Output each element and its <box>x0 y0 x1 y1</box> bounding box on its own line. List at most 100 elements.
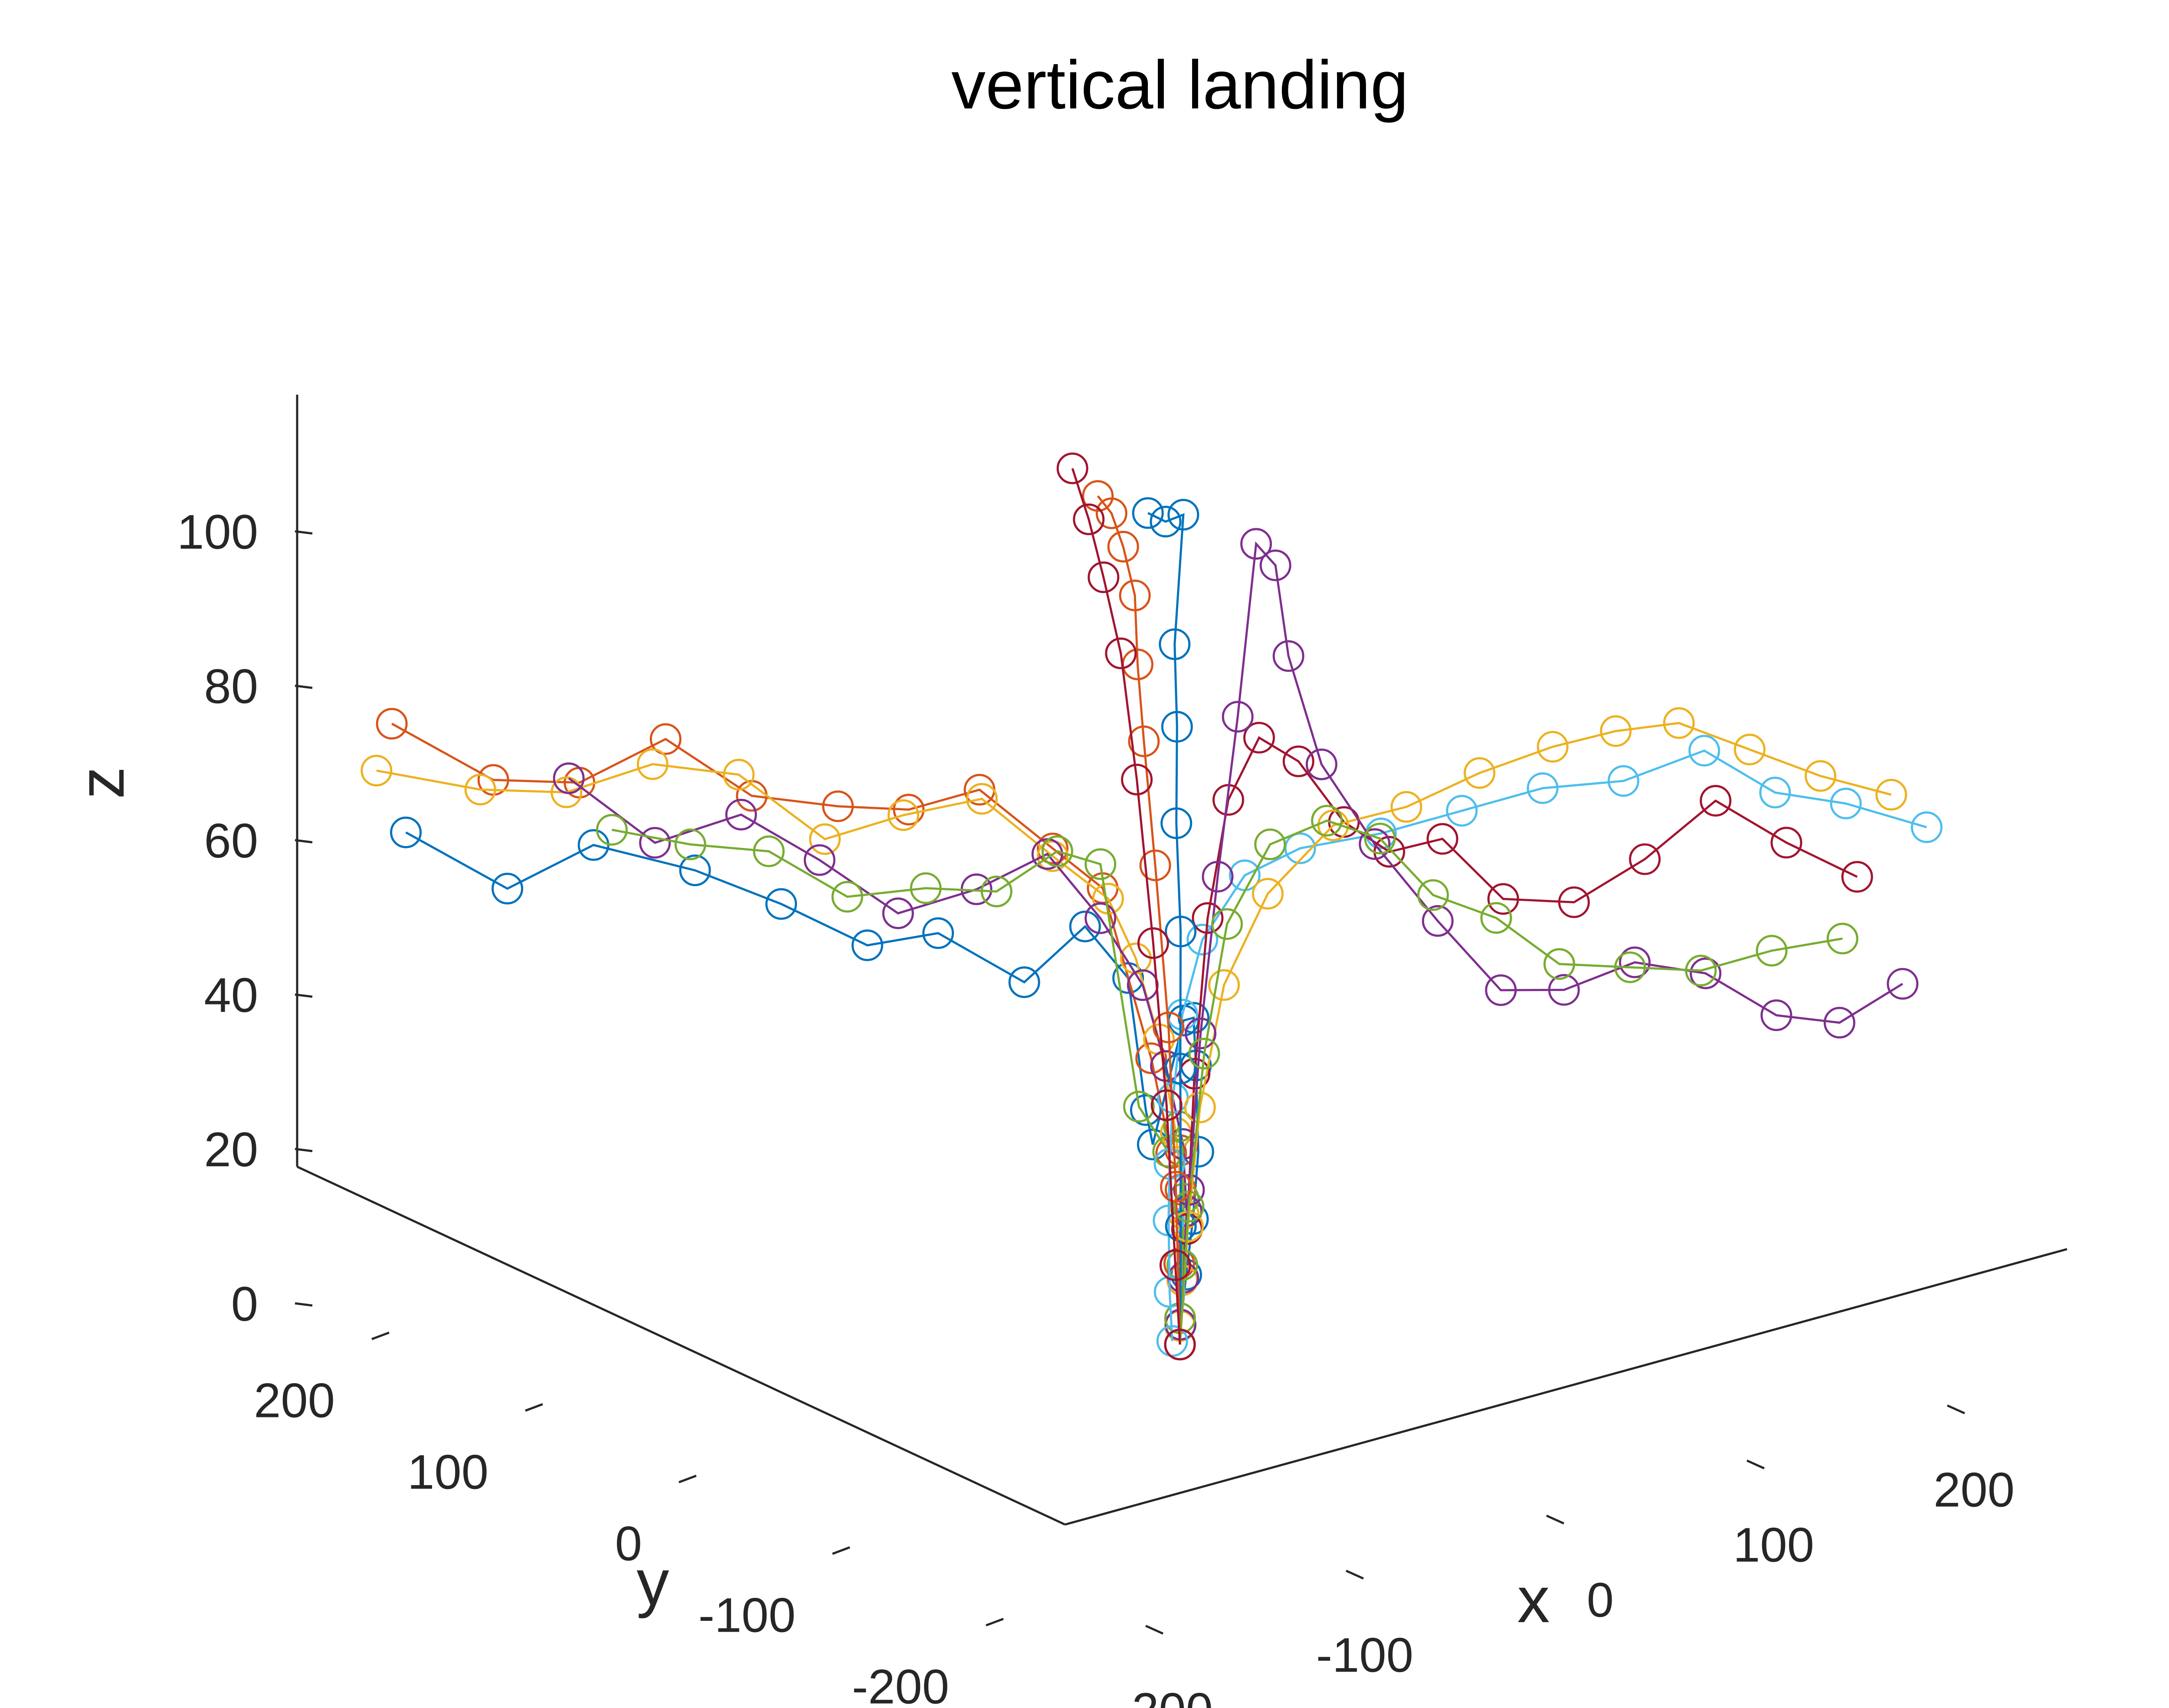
data-point-marker <box>1446 795 1478 827</box>
data-point-marker <box>1282 745 1314 777</box>
x-tick-label: 200 <box>1933 1463 2015 1517</box>
z-tick-label: 100 <box>177 505 258 559</box>
data-point-marker <box>596 814 628 846</box>
data-point-marker <box>1121 763 1153 795</box>
z-tick <box>295 993 313 998</box>
series-line <box>1147 512 1185 1345</box>
data-point-marker <box>1823 1007 1855 1039</box>
data-point-marker <box>1165 1210 1197 1242</box>
data-point-marker <box>1132 497 1164 529</box>
data-point-marker <box>1390 791 1422 823</box>
data-point-marker <box>1186 923 1219 955</box>
data-point-marker <box>1165 916 1197 948</box>
data-point-marker <box>1164 1053 1196 1085</box>
data-point-marker <box>765 888 797 920</box>
data-point-marker <box>1756 935 1788 967</box>
data-point-marker <box>464 774 496 805</box>
data-point-marker <box>910 872 942 904</box>
data-point-marker <box>636 748 668 780</box>
series-5 <box>596 814 1200 1361</box>
data-point-marker <box>1188 1037 1220 1070</box>
series-10 <box>1164 528 1919 1361</box>
data-point-marker <box>649 723 681 755</box>
series-13 <box>1056 452 1196 1361</box>
data-point-marker <box>1875 779 1907 811</box>
x-axis-line <box>1065 1248 2067 1526</box>
data-point-marker <box>1359 828 1391 860</box>
data-point-marker <box>1305 748 1337 780</box>
data-point-marker <box>1760 999 1792 1031</box>
data-point-marker <box>1607 765 1639 797</box>
data-point-marker <box>1826 923 1858 955</box>
data-point-marker <box>1192 902 1224 934</box>
data-point-marker <box>1527 772 1559 804</box>
data-point-marker <box>1056 452 1088 484</box>
x-tick <box>1746 1459 1765 1469</box>
data-point-marker <box>893 794 925 826</box>
y-tick <box>832 1546 850 1555</box>
data-point-marker <box>1211 908 1243 940</box>
data-point-marker <box>1130 1094 1162 1126</box>
data-point-marker <box>1202 861 1234 893</box>
data-point-marker <box>809 823 841 855</box>
x-tick <box>1345 1570 1364 1580</box>
y-tick-label: -100 <box>698 1588 796 1643</box>
data-point-marker <box>1150 506 1182 538</box>
series-line <box>405 831 1199 1345</box>
data-point-marker <box>1240 528 1272 560</box>
chart-title: vertical landing <box>951 47 1409 123</box>
data-point-marker <box>1167 499 1199 531</box>
data-point-marker <box>1629 843 1661 875</box>
data-point-marker <box>1700 785 1732 817</box>
data-point-marker <box>1119 579 1151 612</box>
series-7 <box>1164 722 1873 1361</box>
series-line <box>1071 468 1181 1345</box>
data-point-marker <box>1185 1018 1217 1050</box>
data-point-marker <box>1733 733 1766 766</box>
data-point-marker <box>1688 735 1720 767</box>
data-point-marker <box>1759 776 1791 808</box>
data-point-marker <box>491 873 524 905</box>
data-point-marker <box>679 854 711 887</box>
data-point-marker <box>1156 1325 1188 1357</box>
data-point-marker <box>1037 840 1069 872</box>
data-point-marker <box>1690 957 1722 989</box>
axis-ticks <box>295 530 1966 1635</box>
data-point-marker <box>1159 1249 1191 1281</box>
series-line <box>1097 495 1181 1345</box>
data-point-marker <box>980 875 1012 907</box>
x-tick-label: 100 <box>1733 1518 1814 1572</box>
axis-tick-labels: 0 20 40 60 80 100 -200 -100 0 100 200 -200 -100 0 100 2… <box>177 505 2015 1708</box>
y-tick-label: 0 <box>615 1517 642 1571</box>
y-tick <box>525 1403 543 1412</box>
z-tick <box>295 530 313 535</box>
data-point-marker <box>1537 731 1569 763</box>
z-tick <box>295 839 313 844</box>
data-point-marker <box>1137 927 1169 959</box>
data-point-marker <box>922 917 954 949</box>
series-12 <box>1082 480 1196 1361</box>
data-point-marker <box>888 799 919 831</box>
series-1 <box>390 816 1214 1361</box>
data-point-marker <box>1480 902 1512 934</box>
data-point-marker <box>550 776 583 808</box>
data-point-marker <box>1105 637 1137 669</box>
series-9 <box>1164 707 1907 1361</box>
series-11 <box>1164 805 1858 1361</box>
data-point-marker <box>1160 807 1193 839</box>
data-point-marker <box>1128 725 1160 757</box>
data-point-marker <box>1805 760 1837 792</box>
data-point-marker <box>1422 905 1454 937</box>
y-tick <box>371 1332 390 1340</box>
data-point-marker <box>1037 832 1069 864</box>
series-line <box>1179 722 1892 1345</box>
data-point-marker <box>1417 879 1449 911</box>
data-point-marker <box>1153 1011 1185 1044</box>
x-tick <box>1946 1404 1966 1414</box>
data-point-marker <box>1830 788 1862 820</box>
data-point-marker <box>1464 757 1496 789</box>
data-point-marker <box>1259 550 1291 581</box>
x-axis-label: x <box>1517 1563 1550 1636</box>
data-point-marker <box>753 835 785 867</box>
z-tick-label: 0 <box>231 1277 258 1331</box>
